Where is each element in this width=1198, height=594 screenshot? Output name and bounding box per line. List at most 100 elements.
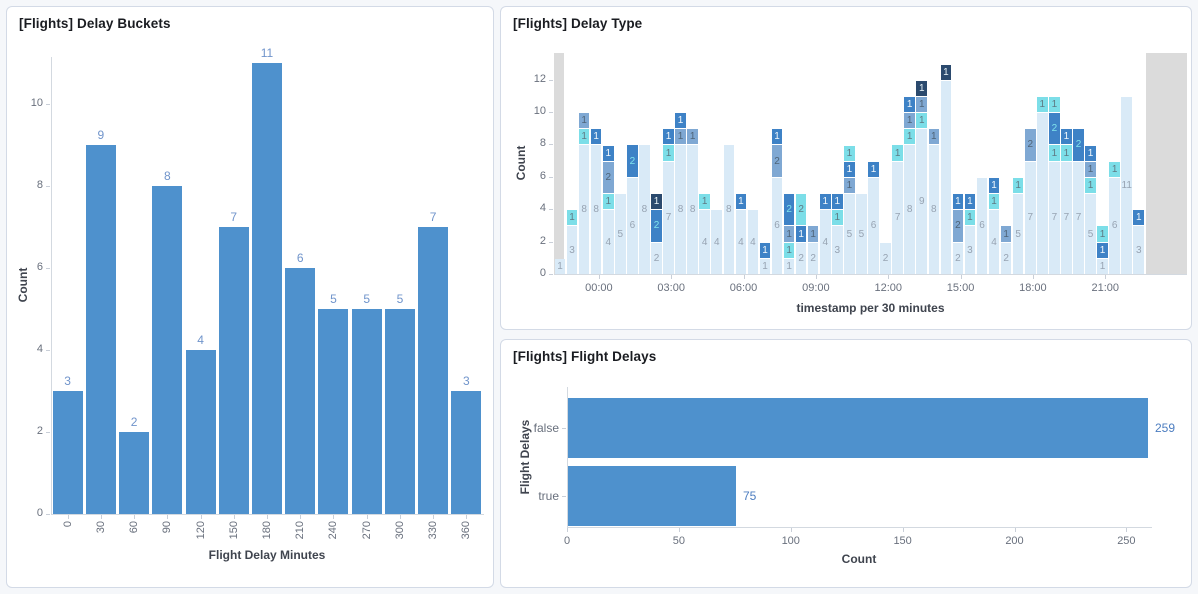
panel-title-delay-type[interactable]: [Flights] Delay Type	[513, 16, 643, 31]
bar-segment-cyan[interactable]: 1	[1061, 145, 1072, 161]
histogram-bar[interactable]	[85, 145, 116, 514]
bar-segment-light[interactable]: 4	[711, 210, 723, 274]
bar-segment-strong[interactable]: 1	[590, 129, 602, 145]
bar-segment-light[interactable]: 4	[747, 210, 759, 274]
histogram-bar[interactable]	[384, 309, 415, 514]
stacked-bar[interactable]: 1	[940, 64, 952, 274]
histogram-bar[interactable]	[119, 432, 150, 514]
bar-segment-light[interactable]: 7	[1061, 161, 1072, 274]
bar-segment-navy[interactable]: 1	[940, 64, 952, 80]
histogram-bar[interactable]	[285, 268, 316, 514]
bar-segment-light[interactable]: 7	[892, 161, 903, 274]
bar-segment-light[interactable]: 9	[916, 129, 927, 274]
bar-segment-light[interactable]: 8	[687, 145, 698, 274]
bar-segment-light[interactable]: 7	[1024, 161, 1036, 274]
bar-segment-cyan[interactable]: 1	[1109, 161, 1120, 177]
bar-segment-medium[interactable]: 1	[687, 129, 698, 145]
bar-segment-strong[interactable]: 2	[627, 145, 638, 177]
bar-segment-light[interactable]: 8	[590, 145, 602, 274]
bar-segment-light[interactable]: 5	[844, 194, 855, 274]
bar-segment-light[interactable]: 3	[1133, 226, 1145, 274]
bar-segment-light[interactable]: 2	[651, 242, 662, 274]
bar-segment-cyan[interactable]: 1	[578, 129, 590, 145]
bar-segment-strong[interactable]: 1	[964, 194, 976, 210]
bar-segment-strong[interactable]: 1	[988, 177, 1000, 194]
bar-segment-medium[interactable]: 1	[675, 129, 686, 145]
bar-segment-cyan[interactable]: 1	[916, 113, 927, 129]
bar-segment-strong[interactable]: 2	[1049, 113, 1060, 145]
bar-segment-medium[interactable]: 1	[783, 226, 795, 242]
bar-segment-light[interactable]: 3	[832, 226, 843, 274]
bar-segment-strong[interactable]: 2	[651, 210, 662, 242]
bar-segment-strong[interactable]: 1	[1061, 129, 1072, 145]
bar-segment-light[interactable]: 3	[566, 226, 578, 274]
bar-segment-light[interactable]: 11	[1121, 96, 1132, 274]
bar-segment-light[interactable]: 6	[868, 177, 879, 274]
bar-segment-cyan[interactable]: 1	[699, 194, 710, 210]
bar-segment-strong[interactable]: 2	[783, 194, 795, 226]
bar-segment-cyan[interactable]: 1	[964, 210, 976, 226]
bar-segment-cyan[interactable]: 1	[904, 129, 915, 145]
bar-segment-cyan[interactable]: 1	[1049, 96, 1060, 113]
bar-segment-cyan[interactable]: 1	[1085, 177, 1096, 194]
histogram-bar[interactable]	[351, 309, 382, 514]
bar-segment-medium[interactable]: 1	[1085, 161, 1096, 177]
bar-segment-medium[interactable]: 2	[602, 161, 614, 194]
bar-segment-strong[interactable]: 1	[1085, 145, 1096, 161]
bar-segment-strong[interactable]: 1	[771, 129, 783, 145]
bar-segment-light[interactable]: 8	[928, 145, 940, 274]
histogram-bar[interactable]	[152, 186, 183, 514]
bar-segment-light[interactable]: 4	[699, 210, 710, 274]
bar-segment-light[interactable]: 5	[1085, 194, 1096, 274]
bar-segment-strong[interactable]: 1	[904, 96, 915, 113]
bar-segment-strong[interactable]: 1	[663, 129, 674, 145]
bar-segment-light[interactable]: 6	[1109, 177, 1120, 274]
bar-segment-light[interactable]: 2	[952, 242, 964, 274]
bar-segment-cyan[interactable]: 1	[1097, 226, 1108, 242]
horizontal-bar[interactable]	[568, 398, 1148, 458]
bar-segment-medium[interactable]: 2	[952, 210, 964, 242]
bar-segment-medium[interactable]: 1	[807, 226, 819, 242]
bar-segment-cyan[interactable]: 1	[566, 210, 578, 226]
bar-segment-medium[interactable]: 1	[844, 177, 855, 194]
bar-segment-light[interactable]: 6	[771, 177, 783, 274]
bar-segment-strong[interactable]: 1	[735, 194, 747, 210]
bar-segment-light[interactable]: 1	[783, 258, 795, 274]
bar-segment-light[interactable]: 6	[627, 177, 638, 274]
bar-segment-light[interactable]: 2	[1000, 242, 1012, 274]
bar-segment-strong[interactable]: 1	[795, 226, 807, 242]
bar-segment-light[interactable]: 2	[807, 242, 819, 274]
bar-segment-light[interactable]: 7	[1049, 161, 1060, 274]
bar-segment-light[interactable]: 2	[795, 242, 807, 274]
bar-segment-light[interactable]: 3	[964, 226, 976, 274]
stacked-bar[interactable]: 6	[976, 177, 988, 274]
bar-segment-light[interactable]: 4	[988, 210, 1000, 274]
histogram-bar[interactable]	[451, 391, 482, 514]
stacked-bar[interactable]: 4	[747, 210, 759, 274]
bar-segment-medium[interactable]: 2	[1024, 129, 1036, 161]
bar-segment-light[interactable]: 7	[663, 161, 674, 274]
bar-segment-light[interactable]	[940, 80, 952, 274]
bar-segment-light[interactable]: 1	[759, 258, 771, 274]
